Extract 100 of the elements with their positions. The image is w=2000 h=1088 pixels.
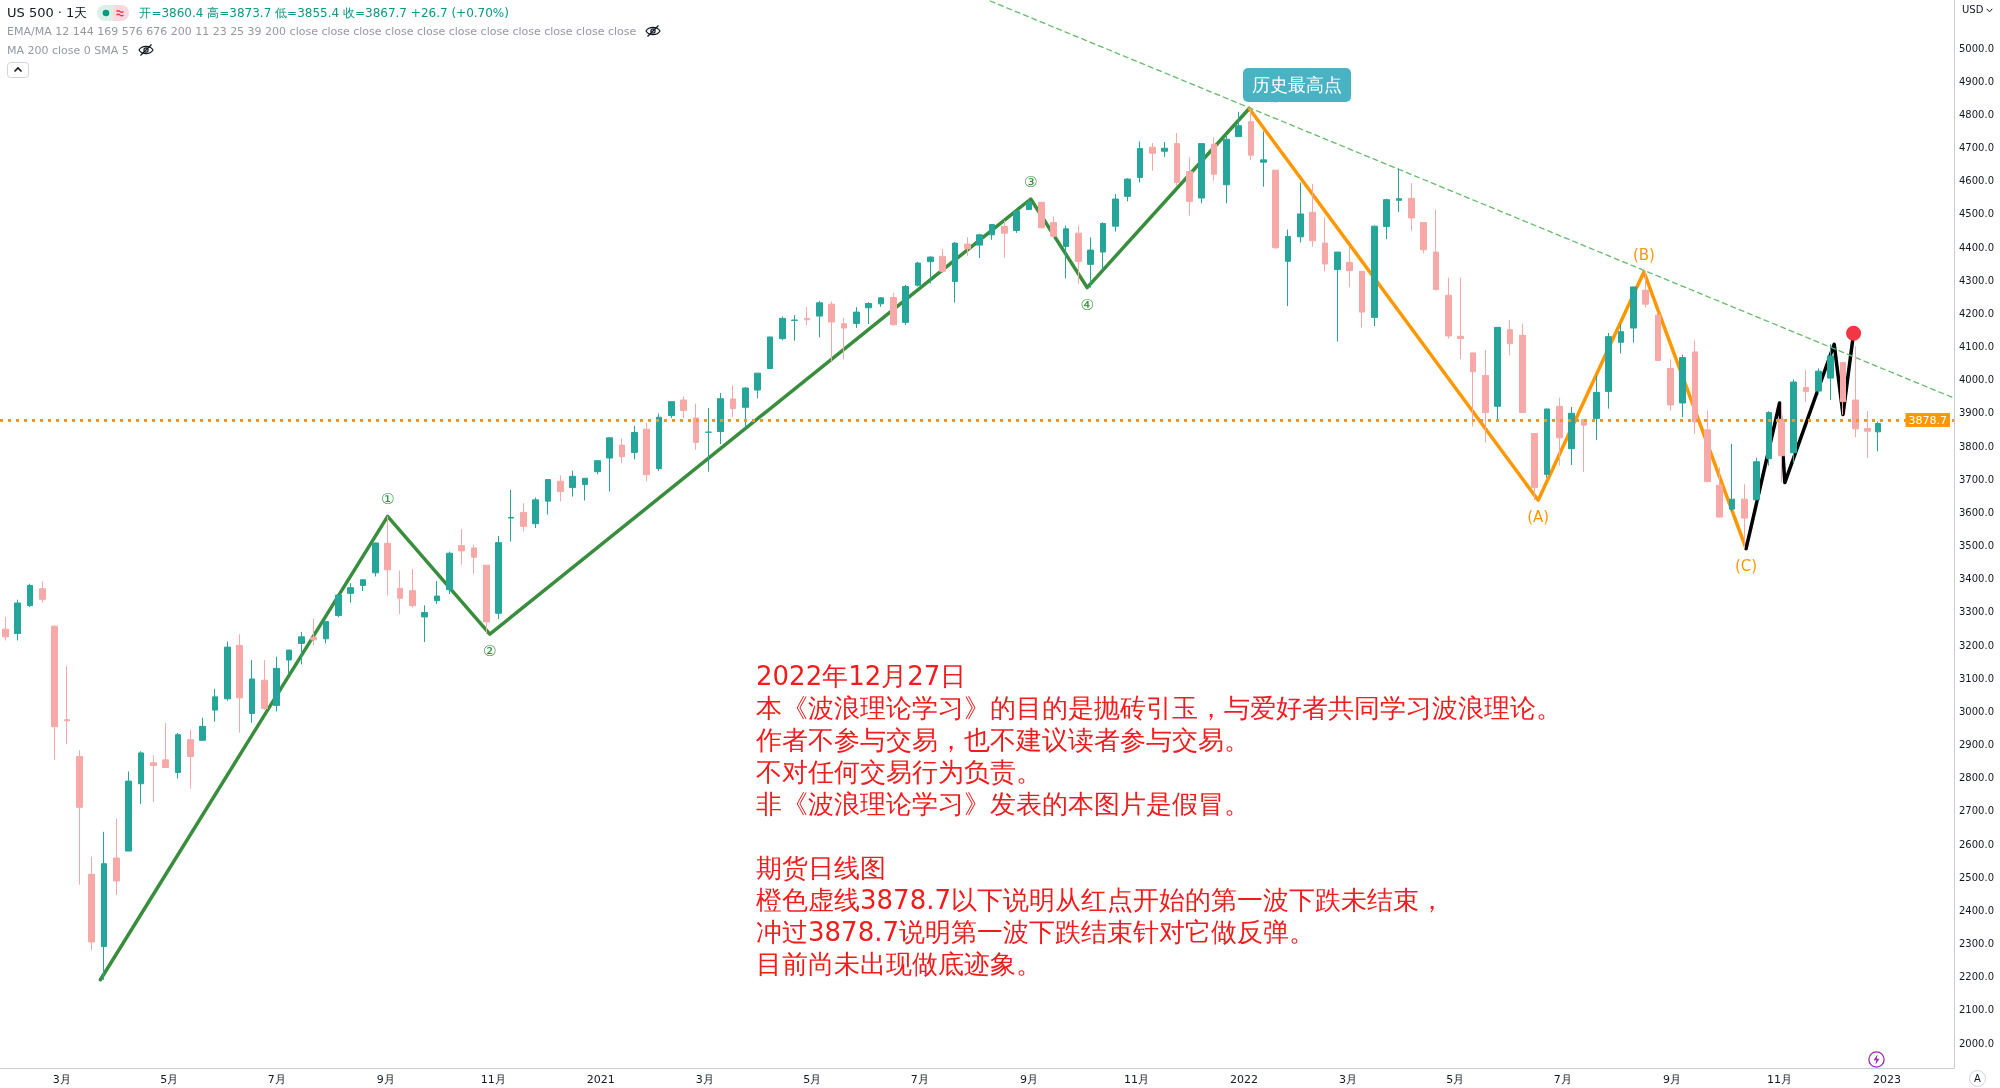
candlestick [397, 569, 403, 615]
candlestick [606, 436, 613, 493]
candlestick [791, 314, 798, 342]
candlestick [1334, 251, 1341, 343]
candlestick [76, 749, 83, 886]
candlestick [779, 315, 786, 341]
candlestick [1618, 323, 1624, 355]
candlestick [347, 582, 354, 604]
y-tick-label: 3600.0 [1959, 506, 1994, 518]
annotation: 目前尚未出现做底迹象。 [756, 948, 1043, 980]
candlestick [1593, 375, 1600, 441]
y-tick-label: 2700.0 [1959, 805, 1994, 817]
x-tick-label: 2022 [1229, 1073, 1258, 1086]
candlestick [1433, 209, 1439, 292]
candlestick [1568, 406, 1575, 466]
candlestick [927, 255, 934, 285]
candlestick [138, 750, 144, 805]
candlestick [1013, 210, 1020, 234]
x-tick-label: 3月 [1338, 1073, 1357, 1086]
candlestick [643, 422, 650, 482]
y-tick-label: 4800.0 [1959, 108, 1994, 120]
annotation: 作者不参与交易，也不建议读者参与交易。 [756, 724, 1251, 756]
candlestick [51, 625, 58, 761]
candlestick [88, 856, 95, 951]
candlestick [1704, 410, 1711, 483]
y-tick-label: 3000.0 [1959, 705, 1994, 717]
candlestick [1248, 107, 1254, 161]
candlestick [594, 460, 601, 475]
y-tick-label: 4400.0 [1959, 241, 1994, 253]
candlestick [1642, 271, 1649, 308]
candlestick [1186, 156, 1193, 217]
candlestick [261, 659, 268, 711]
candlestick [520, 502, 527, 532]
candlestick [1297, 181, 1304, 243]
candlestick [1630, 286, 1637, 344]
candlestick [964, 236, 971, 257]
candlestick [1100, 221, 1106, 271]
candlestick [1790, 378, 1797, 464]
candlestick [1124, 177, 1131, 202]
y-tick-label: 2500.0 [1959, 871, 1994, 883]
y-tick-label: 4100.0 [1959, 341, 1994, 353]
x-tick-label: 3月 [52, 1073, 71, 1086]
candlestick [767, 336, 773, 369]
candlestick [668, 400, 675, 419]
candlestick [360, 578, 366, 592]
x-tick-label: 9月 [1663, 1073, 1682, 1086]
annotation: 橙色虚线3878.7以下说明从红点开始的第一波下跌未结束， [756, 884, 1446, 916]
y-tick-label: 4300.0 [1959, 274, 1994, 286]
x-tick-label: 11月 [480, 1073, 506, 1086]
candlestick [989, 224, 995, 241]
candlestick [1445, 277, 1452, 340]
y-tick-label: 3400.0 [1959, 573, 1994, 585]
y-tick-label: 3800.0 [1959, 440, 1994, 452]
candlestick [1778, 402, 1785, 484]
candlestick [1198, 142, 1205, 204]
candlestick [1470, 352, 1476, 428]
y-tick-label: 3300.0 [1959, 606, 1994, 618]
candlestick [273, 656, 280, 712]
candlestick [249, 659, 255, 724]
candlestick [1864, 410, 1871, 459]
candlestick [1544, 408, 1550, 479]
candlestick [187, 729, 194, 790]
candlestick [976, 233, 983, 259]
candlestick [384, 515, 391, 597]
candlestick [1322, 216, 1328, 272]
candlestick [1174, 132, 1180, 187]
candlestick [1038, 201, 1045, 229]
candlestick [1753, 457, 1760, 501]
x-tick-label: 9月 [376, 1073, 395, 1086]
candlestick [1457, 277, 1464, 360]
candlestick [323, 620, 329, 644]
candlestick [1149, 142, 1156, 172]
candlestick [1766, 410, 1772, 467]
candlestick [372, 542, 379, 577]
candlestick [1272, 169, 1279, 250]
y-tick-label: 3100.0 [1959, 672, 1994, 684]
y-tick-label: 2200.0 [1959, 971, 1994, 983]
candlestick [569, 470, 576, 498]
candlestick [236, 633, 243, 734]
candlestick [532, 497, 539, 529]
y-tick-label: 4000.0 [1959, 374, 1994, 386]
candlestick [175, 732, 181, 779]
y-tick-label: 5000.0 [1959, 42, 1994, 54]
candlestick [828, 300, 835, 362]
candlestick [1519, 323, 1526, 414]
candlestick [878, 296, 884, 308]
annotation: EMA/MA 12 144 169 576 676 200 11 23 25 39 200 close close close close close close close close close close close [7, 24, 637, 38]
text: A [1969, 1070, 1986, 1087]
annotation: 非《波浪理论学习》发表的本图片是假冒。 [756, 788, 1251, 820]
candlestick [1087, 236, 1094, 289]
y-tick-label: 4600.0 [1959, 175, 1994, 187]
y-axis-title: USD [1962, 3, 1984, 17]
y-tick-label: 3200.0 [1959, 639, 1994, 651]
candlestick [582, 477, 588, 501]
x-tick-label: 2021 [586, 1073, 615, 1086]
candlestick [1827, 343, 1834, 401]
candlestick [1716, 466, 1723, 519]
candlestick [1852, 345, 1859, 438]
candlestick [890, 292, 897, 326]
candlestick [1667, 358, 1674, 412]
